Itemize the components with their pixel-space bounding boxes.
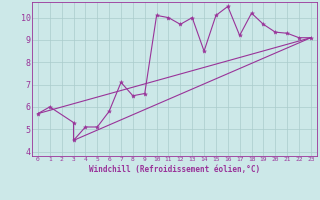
X-axis label: Windchill (Refroidissement éolien,°C): Windchill (Refroidissement éolien,°C) xyxy=(89,165,260,174)
